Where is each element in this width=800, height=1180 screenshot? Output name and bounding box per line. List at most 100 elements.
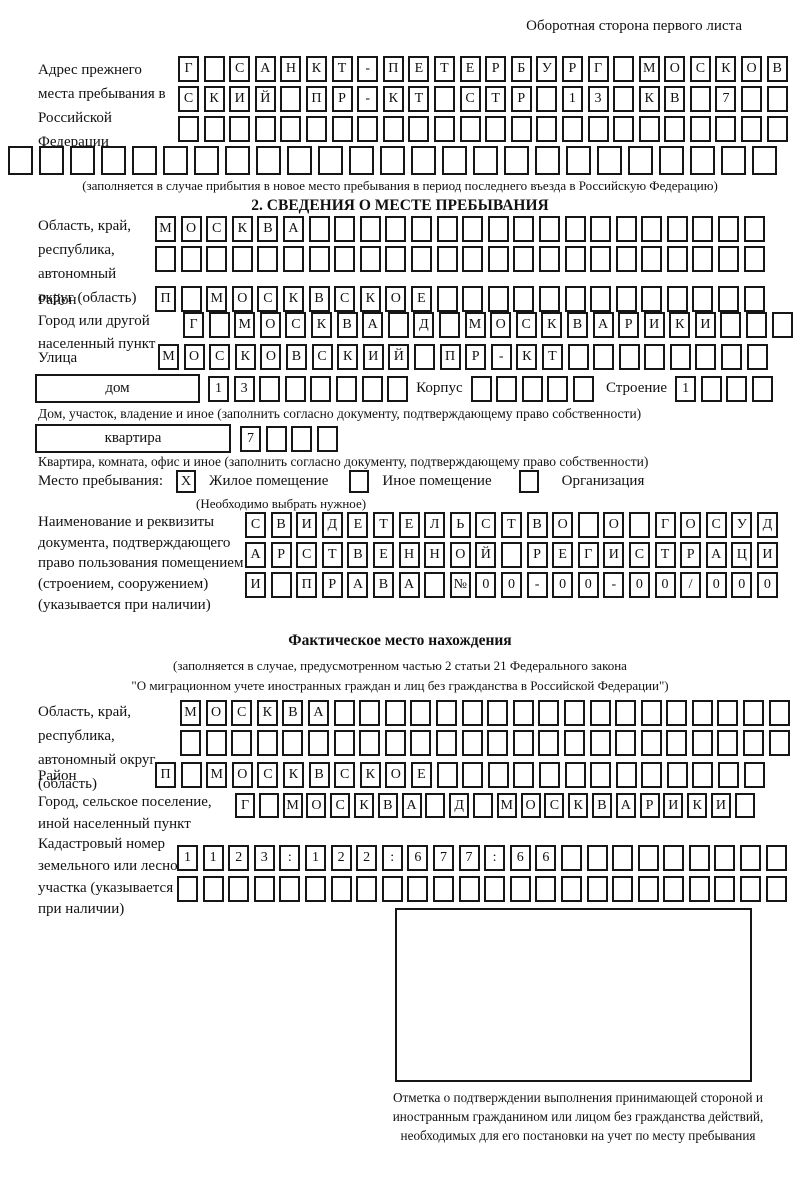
char-box[interactable]: [180, 730, 201, 756]
char-box[interactable]: [641, 762, 663, 788]
char-box[interactable]: О: [385, 762, 407, 788]
char-box[interactable]: И: [694, 312, 716, 338]
char-box[interactable]: -: [603, 572, 625, 598]
char-box[interactable]: [717, 730, 739, 756]
char-box[interactable]: [613, 56, 635, 82]
char-box[interactable]: [664, 116, 686, 142]
char-box[interactable]: [560, 845, 582, 871]
char-box[interactable]: А: [615, 793, 636, 818]
char-box[interactable]: [612, 845, 634, 871]
char-box[interactable]: О: [664, 56, 686, 82]
char-box[interactable]: [410, 700, 432, 726]
char-box[interactable]: [689, 116, 711, 142]
char-box[interactable]: 0: [475, 572, 497, 598]
char-box[interactable]: [691, 700, 713, 726]
char-box[interactable]: [512, 700, 534, 726]
char-box[interactable]: [384, 730, 406, 756]
char-box[interactable]: [513, 286, 535, 312]
char-box[interactable]: А: [282, 216, 304, 242]
char-box[interactable]: Т: [654, 542, 676, 568]
char-box[interactable]: [496, 375, 518, 402]
char-box[interactable]: [413, 344, 435, 370]
char-box[interactable]: [432, 876, 454, 902]
char-box[interactable]: [39, 146, 64, 175]
char-box[interactable]: [637, 876, 659, 902]
char-box[interactable]: [640, 700, 662, 726]
char-box[interactable]: [229, 116, 251, 142]
char-box[interactable]: [228, 876, 250, 902]
char-box[interactable]: [387, 375, 409, 402]
char-box[interactable]: [470, 375, 492, 402]
char-box[interactable]: [587, 116, 609, 142]
char-box[interactable]: [408, 116, 430, 142]
char-box[interactable]: [765, 876, 787, 902]
char-box[interactable]: В: [282, 700, 304, 726]
char-box[interactable]: К: [687, 793, 708, 818]
char-box[interactable]: [715, 116, 737, 142]
char-box[interactable]: О: [490, 312, 512, 338]
char-box[interactable]: [718, 762, 740, 788]
char-box[interactable]: [359, 246, 381, 272]
char-box[interactable]: [538, 216, 560, 242]
char-box[interactable]: В: [308, 286, 330, 312]
char-box[interactable]: [659, 146, 684, 175]
char-box[interactable]: У: [731, 512, 753, 538]
char-box[interactable]: [178, 116, 199, 142]
char-box[interactable]: [407, 876, 429, 902]
char-box[interactable]: [203, 56, 225, 82]
char-box[interactable]: [666, 762, 688, 788]
char-box[interactable]: 6: [407, 845, 429, 871]
char-box[interactable]: [333, 730, 355, 756]
char-box[interactable]: [331, 116, 353, 142]
char-box[interactable]: [256, 146, 281, 175]
char-box[interactable]: [510, 116, 532, 142]
char-box[interactable]: 7: [432, 845, 454, 871]
char-box[interactable]: К: [282, 286, 304, 312]
char-box[interactable]: В: [591, 793, 612, 818]
char-box[interactable]: [615, 700, 637, 726]
char-box[interactable]: [231, 246, 253, 272]
char-box[interactable]: Р: [270, 542, 292, 568]
char-box[interactable]: 3: [233, 375, 255, 402]
char-box[interactable]: Е: [347, 512, 369, 538]
char-box[interactable]: [316, 425, 338, 452]
char-box[interactable]: [382, 116, 404, 142]
char-box[interactable]: [741, 116, 763, 142]
char-box[interactable]: О: [260, 344, 282, 370]
char-box[interactable]: [640, 730, 662, 756]
char-box[interactable]: [644, 344, 666, 370]
char-box[interactable]: [718, 286, 740, 312]
char-box[interactable]: [535, 876, 557, 902]
char-box[interactable]: И: [229, 86, 251, 112]
char-box[interactable]: [768, 700, 790, 726]
char-box[interactable]: -: [526, 572, 548, 598]
char-box[interactable]: [462, 246, 484, 272]
char-box[interactable]: 7: [458, 845, 480, 871]
char-box[interactable]: Й: [475, 542, 497, 568]
char-box[interactable]: И: [296, 512, 318, 538]
char-box[interactable]: [666, 286, 688, 312]
char-box[interactable]: [70, 146, 95, 175]
char-box[interactable]: Т: [485, 86, 507, 112]
char-box[interactable]: [333, 700, 355, 726]
char-box[interactable]: П: [155, 286, 176, 312]
char-box[interactable]: А: [401, 793, 422, 818]
char-box[interactable]: [487, 700, 509, 726]
char-box[interactable]: [291, 425, 313, 452]
char-box[interactable]: М: [158, 344, 179, 370]
char-box[interactable]: Г: [178, 56, 199, 82]
char-box[interactable]: Н: [398, 542, 420, 568]
char-box[interactable]: О: [183, 344, 205, 370]
char-box[interactable]: [536, 86, 558, 112]
char-box[interactable]: [521, 375, 543, 402]
char-box[interactable]: [618, 344, 640, 370]
char-box[interactable]: [721, 344, 743, 370]
char-box[interactable]: 1: [304, 845, 326, 871]
char-box[interactable]: В: [308, 762, 330, 788]
char-box[interactable]: К: [382, 86, 404, 112]
char-box[interactable]: 2: [356, 845, 378, 871]
char-box[interactable]: В: [377, 793, 398, 818]
char-box[interactable]: [743, 700, 765, 726]
char-box[interactable]: И: [603, 542, 625, 568]
char-box[interactable]: П: [382, 56, 404, 82]
